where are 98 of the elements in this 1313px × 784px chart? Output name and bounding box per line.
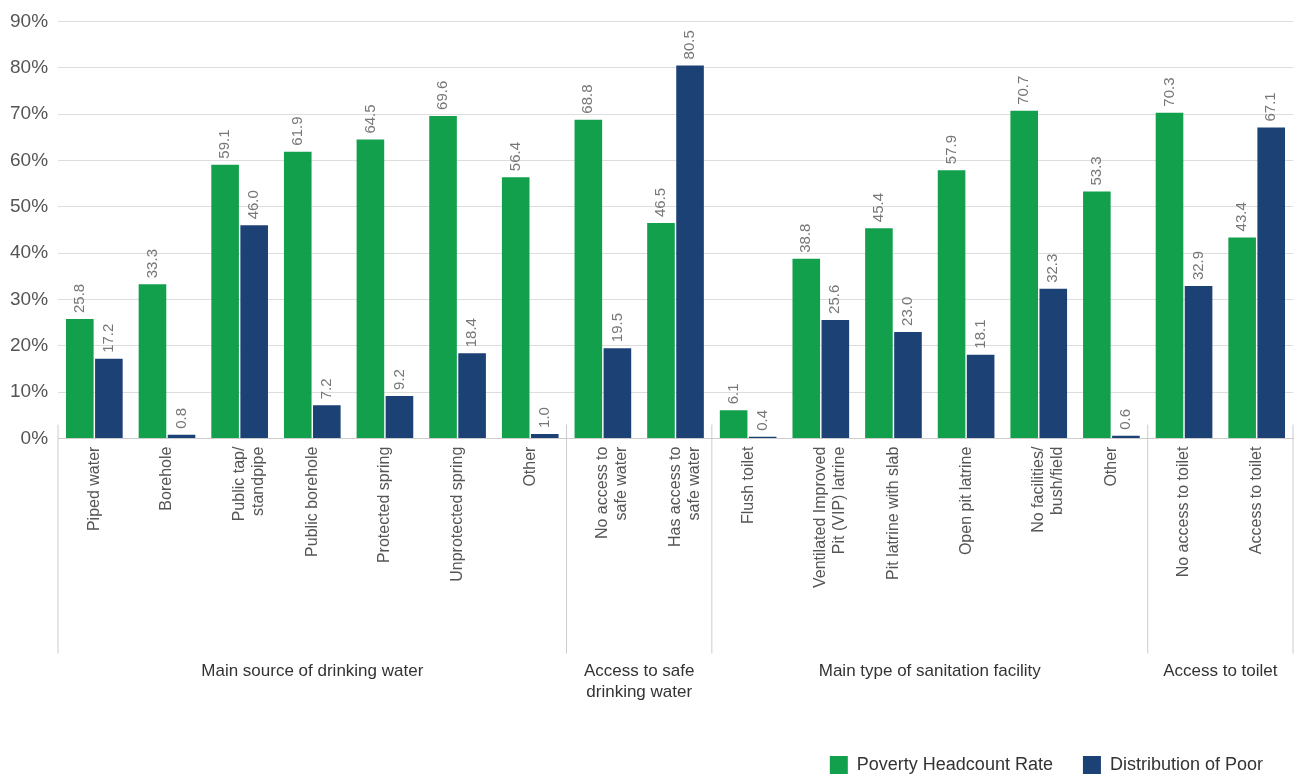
bar [894, 331, 922, 439]
y-tick-label: 60% [10, 148, 49, 170]
x-tick-label: Other [520, 445, 538, 487]
bar [719, 410, 748, 439]
y-tick-label: 0% [20, 426, 49, 448]
bar [821, 319, 850, 439]
data-label: 46.5 [651, 187, 669, 218]
data-label: 32.3 [1043, 253, 1061, 283]
data-label: 64.5 [360, 104, 378, 134]
bar [385, 395, 414, 439]
bar [603, 348, 632, 439]
data-label: 1.0 [534, 407, 552, 428]
data-label: 18.4 [462, 318, 480, 348]
x-tick-label: Other [1101, 445, 1119, 487]
y-tick-label: 30% [10, 287, 49, 309]
data-label: 70.3 [1159, 77, 1177, 107]
bar [530, 433, 559, 439]
data-label: 68.8 [578, 84, 596, 114]
bar [1228, 237, 1256, 439]
bar [501, 177, 530, 439]
bar [429, 115, 457, 439]
x-tick-label: Access to toilet [1247, 446, 1265, 555]
data-label: 25.8 [69, 283, 87, 313]
text: Access to safe drinking water [583, 660, 695, 701]
y-tick-label: 70% [10, 102, 49, 124]
data-label: 43.4 [1232, 202, 1250, 232]
x-tick-label: Public tap/ standpipe [230, 446, 267, 522]
bar [647, 223, 675, 439]
bar [138, 284, 167, 439]
bar [1257, 127, 1286, 439]
x-tick-label: Ventilated Improved Pit (VIP) latrine [811, 446, 848, 588]
bar [1039, 288, 1068, 439]
data-label: 38.8 [796, 223, 814, 253]
bar [1184, 286, 1213, 439]
bar [167, 434, 196, 439]
bar [313, 405, 341, 439]
data-label: 56.4 [505, 141, 523, 172]
data-label: 6.1 [723, 383, 741, 405]
data-label: 7.2 [316, 378, 334, 400]
data-label: 0.4 [752, 409, 770, 431]
data-label: 69.6 [433, 80, 451, 110]
data-label: 0.6 [1116, 408, 1134, 430]
bar [356, 139, 385, 439]
data-label: 70.7 [1014, 75, 1032, 105]
x-tick-label: Piped water [84, 445, 102, 532]
x-tick-label: Flush toilet [738, 446, 756, 524]
bar [1083, 191, 1111, 439]
data-label: 17.2 [99, 323, 117, 353]
data-label: 9.2 [389, 369, 407, 390]
bar [1155, 112, 1184, 439]
x-tick-label: Pit latrine with slab [883, 446, 901, 580]
x-tick-label: Open pit latrine [956, 446, 974, 556]
data-label: 59.1 [215, 129, 233, 159]
data-label: 23.0 [898, 296, 916, 326]
bar [1010, 110, 1039, 439]
y-tick-label: 90% [10, 9, 49, 31]
bar [95, 358, 123, 439]
text: Main type of sanitation facility [818, 660, 1042, 680]
data-label: 25.6 [825, 284, 843, 314]
bar [240, 225, 268, 439]
legend-label: Poverty Headcount Rate [856, 753, 1053, 774]
data-label: 80.5 [680, 30, 698, 60]
bar [966, 354, 995, 439]
bar [792, 258, 821, 439]
x-tick-label: No access to toilet [1174, 446, 1192, 578]
data-label: 0.8 [171, 408, 189, 429]
data-label: 67.1 [1261, 92, 1279, 122]
data-label: 53.3 [1087, 156, 1104, 186]
data-label: 45.4 [869, 192, 887, 223]
x-tick-label: Unprotected spring [447, 446, 465, 582]
y-tick-label: 10% [10, 380, 49, 402]
x-tick-label: No facilities/ bush/field [1029, 446, 1066, 533]
x-tick-label: Public borehole [302, 446, 320, 557]
data-label: 33.3 [142, 249, 160, 279]
text: Access to toilet [1163, 660, 1278, 680]
data-label: 61.9 [287, 116, 305, 146]
y-tick-label: 80% [10, 55, 49, 77]
bar [66, 318, 94, 439]
x-tick-label: Borehole [157, 446, 175, 511]
bar [283, 151, 312, 439]
x-tick-label: No access to safe water [593, 445, 630, 540]
legend-label: Distribution of Poor [1109, 753, 1264, 774]
x-tick-label: Protected spring [375, 446, 393, 564]
bar [937, 170, 966, 439]
data-label: 19.5 [607, 312, 625, 343]
bar [574, 119, 603, 439]
data-label: 46.0 [244, 190, 262, 220]
data-label: 32.9 [1188, 250, 1206, 281]
data-label: 57.9 [941, 134, 959, 165]
text: Main source of drinking water [201, 660, 424, 680]
bar [211, 164, 239, 439]
bar [865, 228, 893, 439]
bar [676, 65, 704, 439]
bar [458, 353, 486, 439]
y-tick-label: 20% [10, 334, 49, 356]
y-tick-label: 40% [10, 241, 49, 263]
y-tick-label: 50% [10, 195, 49, 217]
data-label: 18.1 [970, 319, 988, 349]
